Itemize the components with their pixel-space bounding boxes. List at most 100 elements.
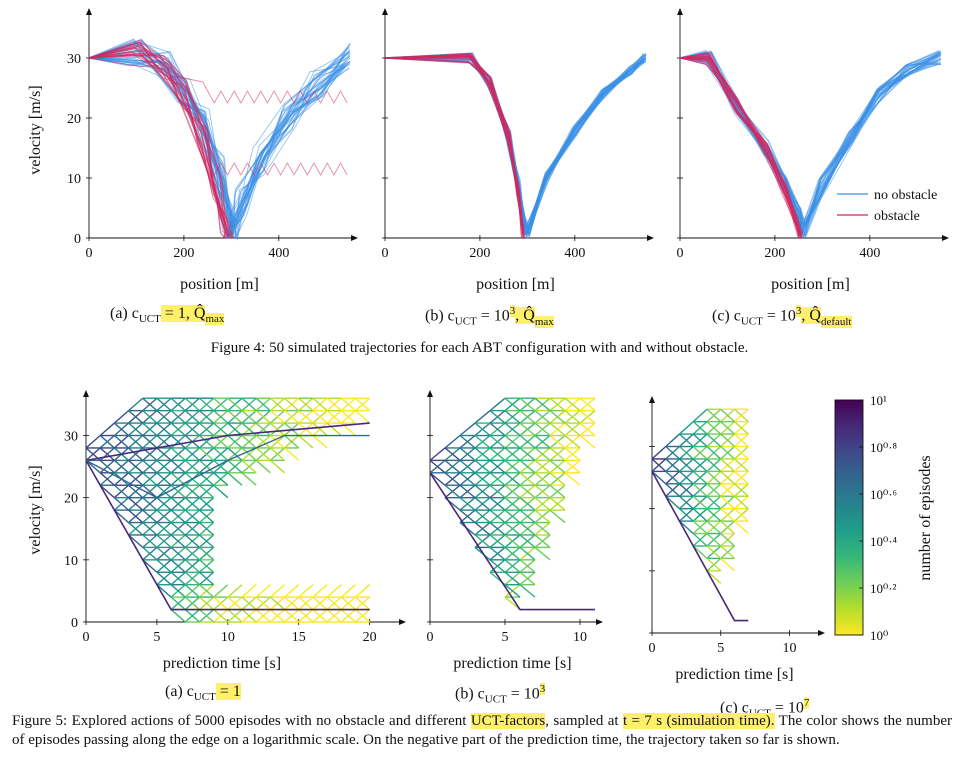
fig5a-edge bbox=[241, 397, 257, 412]
fig5a-edge bbox=[184, 422, 200, 437]
fig4b-obstacle-line bbox=[384, 55, 522, 235]
fig5a-edge bbox=[227, 609, 243, 623]
fig5b-edge bbox=[459, 422, 476, 437]
fig5c-edge bbox=[692, 520, 708, 535]
fig5a-edge bbox=[99, 459, 115, 474]
fig4c-obstacle-line bbox=[679, 55, 801, 233]
fig5c-edge bbox=[692, 533, 708, 547]
fig4a-obstacle-line bbox=[88, 52, 234, 239]
fig5a-edge bbox=[128, 497, 144, 511]
fig4a-x-tick-label: 400 bbox=[268, 246, 289, 261]
fig5b-edge bbox=[534, 509, 551, 524]
fig5b-edge bbox=[549, 434, 566, 449]
fig4b-obstacle-line bbox=[384, 57, 525, 239]
fig5c-edge bbox=[665, 483, 680, 497]
fig4b-obstacle-line bbox=[384, 55, 524, 239]
fig4b-no-obstacle-line bbox=[384, 55, 647, 237]
fig5c-edge bbox=[692, 458, 708, 472]
fig5a-edge bbox=[170, 509, 186, 524]
fig5a-edge bbox=[184, 559, 200, 573]
fig5a-y-tick-label: 10 bbox=[64, 554, 78, 569]
fig5a-edge bbox=[298, 410, 314, 424]
fig5a-edge bbox=[227, 410, 243, 424]
fig5a-edge bbox=[227, 459, 243, 474]
fig5b-edge bbox=[564, 397, 581, 412]
fig5b-edge bbox=[474, 459, 491, 474]
fig4b-no-obstacle-line bbox=[384, 57, 645, 235]
fig5c-edge bbox=[692, 408, 708, 423]
fig5b-edge bbox=[534, 410, 551, 424]
fig5c-edge bbox=[692, 545, 708, 559]
fig5a-edge bbox=[128, 459, 144, 474]
fig4a-y-tick-label: 30 bbox=[67, 52, 81, 67]
fig4c-x-arrow bbox=[942, 235, 949, 241]
fig5a-edge bbox=[213, 459, 229, 474]
fig4b-no-obstacle-line bbox=[384, 53, 646, 229]
fig5a-edge bbox=[255, 434, 271, 449]
fig5c-main-path bbox=[651, 470, 749, 622]
fig4a-y-arrow bbox=[86, 8, 92, 15]
fig5c-edge bbox=[679, 520, 694, 535]
colorbar-tick-label: 10⁰·⁸ bbox=[870, 440, 898, 455]
fig5a-edge bbox=[312, 410, 328, 424]
fig5a-edge bbox=[354, 397, 371, 412]
fig4b-obstacle-line bbox=[384, 55, 525, 239]
fig5a-edge bbox=[128, 447, 144, 461]
fig5a-edge bbox=[354, 410, 371, 424]
fig5a-edge bbox=[170, 609, 186, 623]
colorbar-tick-label: 10⁰ bbox=[870, 628, 888, 643]
fig5c-edge bbox=[706, 533, 722, 547]
fig5a-edge bbox=[198, 484, 215, 499]
fig5a-edge bbox=[198, 497, 215, 511]
fig5a-edge bbox=[255, 410, 271, 424]
fig4a-no-obstacle-line bbox=[88, 38, 351, 239]
fig5b-edge bbox=[489, 546, 506, 561]
fig5a: 0 5 10 15 20 0 10 20 30 prediction time [s] bbox=[64, 390, 406, 672]
fig5b-edge bbox=[549, 397, 566, 412]
fig5a-edge bbox=[142, 546, 158, 561]
fig5a-edge bbox=[269, 447, 286, 461]
fig5c-edge bbox=[720, 445, 735, 460]
fig5b-edge bbox=[534, 546, 551, 561]
fig5a-edge bbox=[184, 571, 200, 586]
fig5c-edge bbox=[720, 470, 735, 485]
fig5a-edge bbox=[99, 447, 115, 461]
fig5a-edge bbox=[198, 447, 215, 461]
fig5b-edge bbox=[504, 472, 521, 486]
fig5b-edge bbox=[549, 447, 566, 461]
fig4b-x-tick-label: 0 bbox=[382, 246, 389, 261]
fig5a-edge bbox=[198, 422, 215, 437]
fig4a-no-obstacle-line bbox=[88, 54, 346, 239]
fig5b-edge bbox=[504, 459, 521, 474]
fig5a-edge bbox=[213, 422, 229, 437]
fig5b-edge bbox=[534, 522, 551, 536]
fig5b-edge bbox=[474, 472, 491, 486]
fig4c-obstacle-line bbox=[679, 56, 800, 232]
fig4c-obstacle-line bbox=[679, 57, 802, 239]
fig5b-edge bbox=[579, 397, 596, 412]
fig5b-edge bbox=[489, 472, 506, 486]
fig5b-edge bbox=[519, 484, 536, 499]
fig5a-edge bbox=[340, 410, 356, 424]
fig5a-edge bbox=[312, 596, 328, 611]
fig5b-edge bbox=[459, 497, 476, 511]
fig5a-edge bbox=[156, 497, 172, 511]
fig5b-edge bbox=[474, 497, 491, 511]
fig4c-legend: no obstacle obstacle bbox=[837, 188, 937, 224]
fig5b-edge bbox=[534, 459, 551, 474]
fig4c-xlabel: position [m] bbox=[771, 276, 850, 293]
fig5a-edge bbox=[198, 559, 215, 573]
fig5b-edge bbox=[534, 472, 551, 486]
fig5b-edge bbox=[444, 459, 461, 474]
fig4c-obstacle-line bbox=[679, 57, 801, 239]
fig5a-edge bbox=[241, 434, 257, 449]
fig5c-edge bbox=[706, 458, 722, 472]
fig5b-edge bbox=[504, 497, 521, 511]
fig5a-edge bbox=[170, 546, 186, 561]
fig5a-edge bbox=[312, 397, 328, 412]
fig5c-x-tick-label: 10 bbox=[783, 641, 797, 656]
fig4b-obstacle-line bbox=[384, 55, 525, 236]
fig5a-edge bbox=[156, 447, 172, 461]
fig5b-edge bbox=[564, 472, 581, 486]
